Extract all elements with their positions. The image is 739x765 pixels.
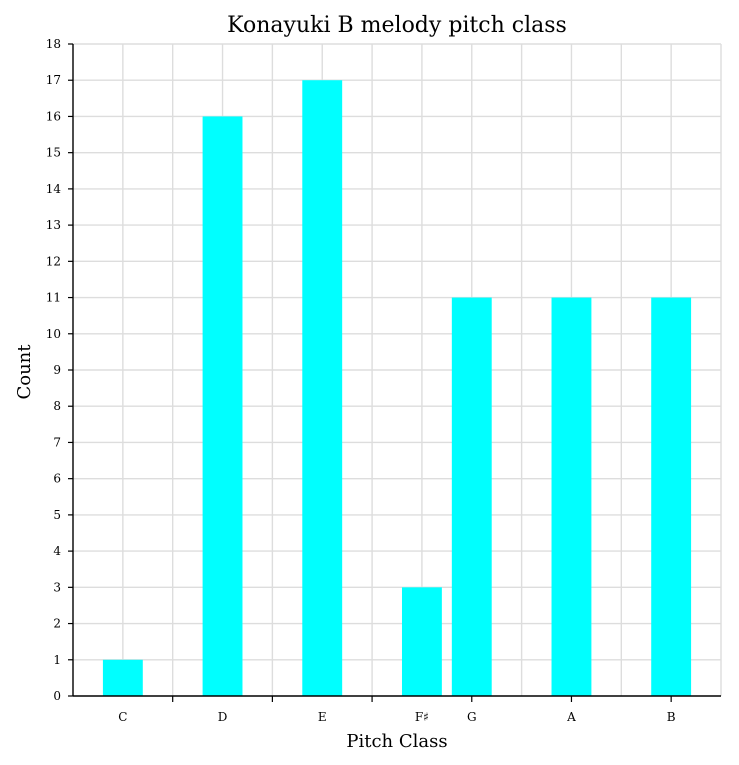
y-axis-label: Count [14, 344, 35, 400]
x-tick-label: A [566, 710, 576, 724]
x-tick-label: E [318, 710, 327, 724]
y-tick-label: 5 [53, 508, 61, 522]
y-tick-label: 10 [46, 327, 61, 341]
grid-layer [73, 43, 722, 696]
y-tick-label: 2 [53, 617, 61, 631]
x-tick-label: B [667, 710, 676, 724]
bar [102, 659, 143, 696]
chart-title: Konayuki B melody pitch class [227, 13, 567, 38]
y-tick-label: 0 [53, 689, 61, 703]
bar [302, 80, 343, 696]
y-tick-label: 8 [53, 399, 61, 413]
y-tick-label: 14 [46, 182, 62, 196]
y-tick-label: 11 [46, 291, 61, 305]
y-tick-label: 15 [46, 146, 61, 160]
y-tick-label: 17 [46, 73, 61, 87]
y-tick-label: 12 [46, 254, 61, 268]
x-tick-label: G [467, 710, 477, 724]
y-tick-label: 6 [53, 472, 61, 486]
y-tick-label: 3 [53, 580, 61, 594]
y-tick-label: 9 [53, 363, 61, 377]
y-tick-label: 13 [46, 218, 61, 232]
bar [551, 297, 592, 696]
y-tick-label: 1 [53, 653, 61, 667]
bar-layer [102, 80, 692, 696]
x-axis-label: Pitch Class [346, 731, 447, 752]
y-tick-label: 7 [53, 435, 61, 449]
y-tick-label: 16 [46, 109, 61, 123]
x-tick-label: C [118, 710, 127, 724]
bar [202, 116, 243, 696]
y-tick-label: 4 [53, 544, 61, 558]
x-tick-label: F♯ [415, 710, 429, 724]
x-tick-label: D [218, 710, 228, 724]
bar [401, 587, 442, 696]
y-tick-label: 18 [46, 37, 61, 51]
bar [651, 297, 692, 696]
bar [451, 297, 492, 696]
